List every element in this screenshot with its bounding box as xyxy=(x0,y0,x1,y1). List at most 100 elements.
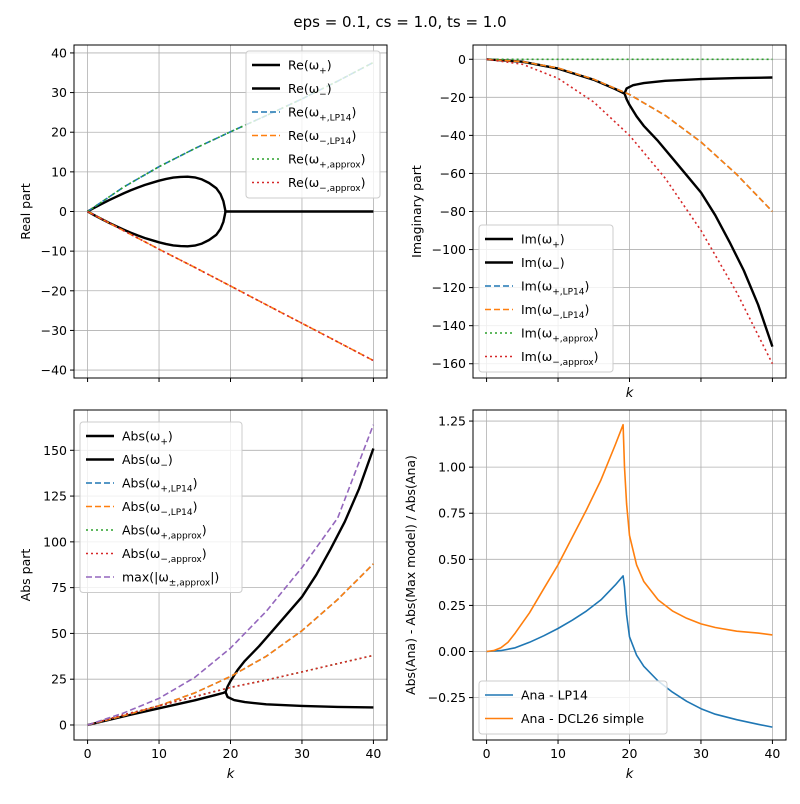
series-line-2 xyxy=(623,93,774,347)
legend-label: Re(ω−,approx) xyxy=(288,175,365,194)
series-line-1 xyxy=(87,690,374,727)
x-tick-label: 20 xyxy=(622,746,638,761)
series-line-4 xyxy=(486,58,773,213)
series-line-1 xyxy=(486,575,773,728)
x-tick-label: 20 xyxy=(223,746,239,761)
y-tick-label: 0 xyxy=(59,204,67,219)
y-tick-label: 30 xyxy=(51,85,67,100)
legend-label: Re(ω−) xyxy=(288,81,332,100)
legend-label: Re(ω−,LP14) xyxy=(288,128,356,147)
x-tick-label: 0 xyxy=(483,746,491,761)
y-tick-label: 1.25 xyxy=(438,414,466,429)
legend-label: Abs(ω−,approx) xyxy=(122,546,207,565)
y-tick-label: 75 xyxy=(51,580,67,595)
series-line-5 xyxy=(87,61,374,213)
series-line-6 xyxy=(486,58,774,365)
y-tick-label: 0.50 xyxy=(438,552,466,567)
y-tick-label: 0 xyxy=(59,717,67,732)
series-group xyxy=(486,58,774,365)
x-tick-label: 30 xyxy=(693,746,709,761)
series-line-4 xyxy=(87,563,374,726)
y-tick-label: 25 xyxy=(51,672,67,687)
legend-label: max(|ω±,approx|) xyxy=(122,570,219,589)
legend-label: Abs(ω−) xyxy=(122,452,173,471)
legend-label: Im(ω+) xyxy=(521,232,565,251)
legend-label: Im(ω+,approx) xyxy=(521,326,599,345)
y-tick-label: 20 xyxy=(51,125,67,140)
y-tick-label: −60 xyxy=(440,166,466,181)
y-axis-label: Imaginary part xyxy=(409,165,424,258)
legend-box xyxy=(478,680,668,735)
y-tick-label: −30 xyxy=(41,323,67,338)
y-tick-label: 0 xyxy=(458,52,466,67)
y-tick-label: −0.25 xyxy=(428,690,466,705)
x-tick-label: 40 xyxy=(764,746,780,761)
legend-label: Abs(ω+,LP14) xyxy=(122,476,198,495)
y-tick-label: 50 xyxy=(51,626,67,641)
y-tick-label: 40 xyxy=(51,45,67,60)
legend: Abs(ω+) Abs(ω−) Abs(ω+,LP14) Abs(ω−,LP14) Ab… xyxy=(79,421,243,593)
x-tick-label: 40 xyxy=(365,746,381,761)
y-tick-label: −40 xyxy=(440,128,466,143)
x-axis-label: k xyxy=(626,767,634,782)
x-axis-label: k xyxy=(227,767,235,782)
y-tick-label: −80 xyxy=(440,204,466,219)
series-line-2 xyxy=(224,448,375,693)
legend-label: Re(ω+,approx) xyxy=(288,152,365,171)
series-line-1 xyxy=(87,175,374,213)
y-tick-label: 10 xyxy=(51,164,67,179)
legend-label: Im(ω−) xyxy=(521,255,565,274)
y-axis-label: Real part xyxy=(18,183,33,240)
x-tick-label: 30 xyxy=(294,746,310,761)
legend: Ana - LP14 Ana - DCL26 simple xyxy=(478,680,668,735)
legend: Im(ω+) Im(ω−) Im(ω+,LP14) Im(ω−,LP14) Im(ω+,… xyxy=(478,224,614,373)
panel-2: 0 −20 −40 −60 −80 −100 −120 −140 −160 k Imaginary … xyxy=(409,44,787,401)
legend-label: Re(ω+) xyxy=(288,58,332,77)
legend-label: Im(ω−,LP14) xyxy=(521,302,589,321)
y-tick-label: −20 xyxy=(440,90,466,105)
legend-label: Im(ω+,LP14) xyxy=(521,279,589,298)
y-tick-label: −20 xyxy=(41,283,67,298)
y-tick-label: −160 xyxy=(432,356,466,371)
y-tick-label: −100 xyxy=(432,242,466,257)
y-tick-label: 0.75 xyxy=(438,506,466,521)
x-tick-label: 0 xyxy=(84,746,92,761)
x-tick-label: 10 xyxy=(151,746,167,761)
y-tick-label: −140 xyxy=(432,318,466,333)
legend-box xyxy=(79,421,243,593)
y-tick-label: 0.25 xyxy=(438,598,466,613)
legend-label: Re(ω+,LP14) xyxy=(288,105,356,124)
y-axis-label: Abs part xyxy=(18,549,33,602)
legend-label: Abs(ω−,LP14) xyxy=(122,499,198,518)
legend: Re(ω+) Re(ω−) Re(ω+,LP14) Re(ω−,LP14) Re(ω+,… xyxy=(245,50,381,199)
y-axis-label: Abs(Ana) - Abs(Max model) / Abs(Ana) xyxy=(403,455,418,695)
y-tick-label: −10 xyxy=(41,244,67,259)
series-group xyxy=(486,423,773,728)
series-line-1 xyxy=(486,58,773,95)
legend-label: Abs(ω+) xyxy=(122,429,173,448)
x-tick-label: 10 xyxy=(550,746,566,761)
series-group xyxy=(87,61,374,362)
series-line-2 xyxy=(87,210,227,248)
legend-label: Ana - DCL26 simple xyxy=(521,711,644,726)
legend-label: Ana - LP14 xyxy=(521,688,588,703)
y-tick-label: 150 xyxy=(43,443,67,458)
y-tick-label: 1.00 xyxy=(438,460,466,475)
legend-label: Im(ω−,approx) xyxy=(521,349,599,368)
series-line-2 xyxy=(486,423,773,653)
panel-4: 0 10 20 30 40 −0.25 0.00 0.25 0.50 0.75 1.00 1.25 k A… xyxy=(403,409,787,782)
y-tick-label: −120 xyxy=(432,280,466,295)
legend-label: Abs(ω+,approx) xyxy=(122,523,207,542)
series-group xyxy=(87,424,375,727)
series-line-6 xyxy=(87,654,374,726)
panel-3: 0 10 20 30 40 0 25 50 75 100 125 150 k Abs part Abs(ω+… xyxy=(18,409,388,782)
figure-suptitle: eps = 0.1, cs = 1.0, ts = 1.0 xyxy=(293,13,507,31)
y-tick-label: 125 xyxy=(43,489,67,504)
series-line-6 xyxy=(87,210,374,362)
y-tick-label: 100 xyxy=(43,534,67,549)
y-tick-label: −40 xyxy=(41,363,67,378)
series-line-7 xyxy=(87,424,375,726)
